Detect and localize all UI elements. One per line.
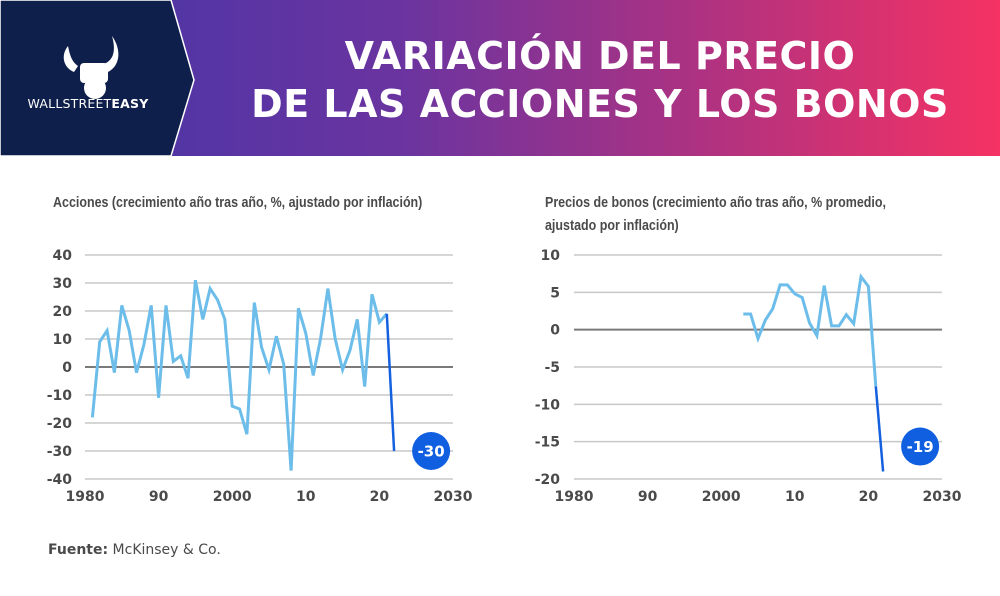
page-title: VARIACIÓN DEL PRECIO DE LAS ACCIONES Y L…: [200, 32, 1000, 128]
y-tick-label: -5: [544, 360, 560, 376]
brand-bold: EASY: [111, 96, 149, 111]
bonds-series-historical: [743, 272, 878, 387]
y-tick-label: -15: [535, 435, 560, 451]
brand-wordmark: WALLSTREETEASY: [0, 96, 176, 111]
y-tick-label: 0: [550, 323, 560, 339]
header-banner: WALLSTREETEASY VARIACIÓN DEL PRECIO DE L…: [0, 0, 1000, 156]
bonds-chart-title: Precios de bonos (crecimiento año tras a…: [545, 195, 886, 234]
stocks-series-historical: [90, 279, 388, 471]
x-tick-label: 1980: [555, 489, 594, 505]
title-line-2: DE LAS ACCIONES Y LOS BONOS: [251, 82, 949, 126]
y-tick-label: -10: [47, 388, 73, 404]
x-tick-label: 2030: [923, 489, 962, 505]
logo-panel: WALLSTREETEASY: [0, 0, 200, 156]
bonds-value-badge: [901, 427, 940, 466]
x-tick-label: 20: [859, 489, 879, 505]
stocks-value-badge: [412, 432, 451, 470]
x-tick-label: 90: [149, 489, 169, 505]
stocks-chart-title: Acciones (crecimiento año tras año, %, a…: [53, 195, 423, 211]
x-tick-label: 20: [370, 489, 390, 505]
y-tick-label: 20: [53, 304, 73, 320]
x-tick-label: 2000: [702, 489, 741, 505]
source-label: Fuente:: [48, 542, 109, 558]
x-tick-label: 90: [638, 489, 658, 505]
y-tick-label: 30: [53, 276, 73, 292]
y-tick-label: 10: [53, 332, 73, 348]
x-tick-label: 2030: [434, 489, 473, 505]
x-tick-label: 1980: [66, 489, 105, 505]
bull-fist-icon: [63, 36, 119, 99]
stocks-series-latest: [385, 313, 396, 452]
x-tick-label: 2000: [213, 489, 252, 505]
y-tick-label: -20: [535, 472, 561, 488]
bonds-value-badge-label: -19: [907, 438, 934, 456]
y-tick-label: -20: [47, 416, 73, 432]
source-value: McKinsey & Co.: [112, 542, 221, 558]
x-tick-label: 10: [296, 489, 316, 505]
x-tick-label: 10: [785, 489, 805, 505]
y-tick-label: -40: [47, 472, 73, 488]
logo-panel-shape: [0, 0, 195, 156]
brand-light: WALLSTREET: [27, 96, 112, 111]
y-tick-label: 10: [541, 248, 561, 264]
bonds-series-latest: [874, 386, 885, 472]
y-tick-label: 5: [550, 285, 560, 301]
y-tick-label: -30: [47, 444, 73, 460]
title-line-1: VARIACIÓN DEL PRECIO: [344, 34, 856, 78]
stocks-value-badge-label: -30: [418, 443, 445, 461]
y-tick-label: 40: [53, 248, 73, 264]
y-tick-label: 0: [62, 360, 72, 376]
source-note: Fuente: McKinsey & Co.: [48, 542, 221, 558]
y-tick-label: -10: [535, 397, 561, 413]
